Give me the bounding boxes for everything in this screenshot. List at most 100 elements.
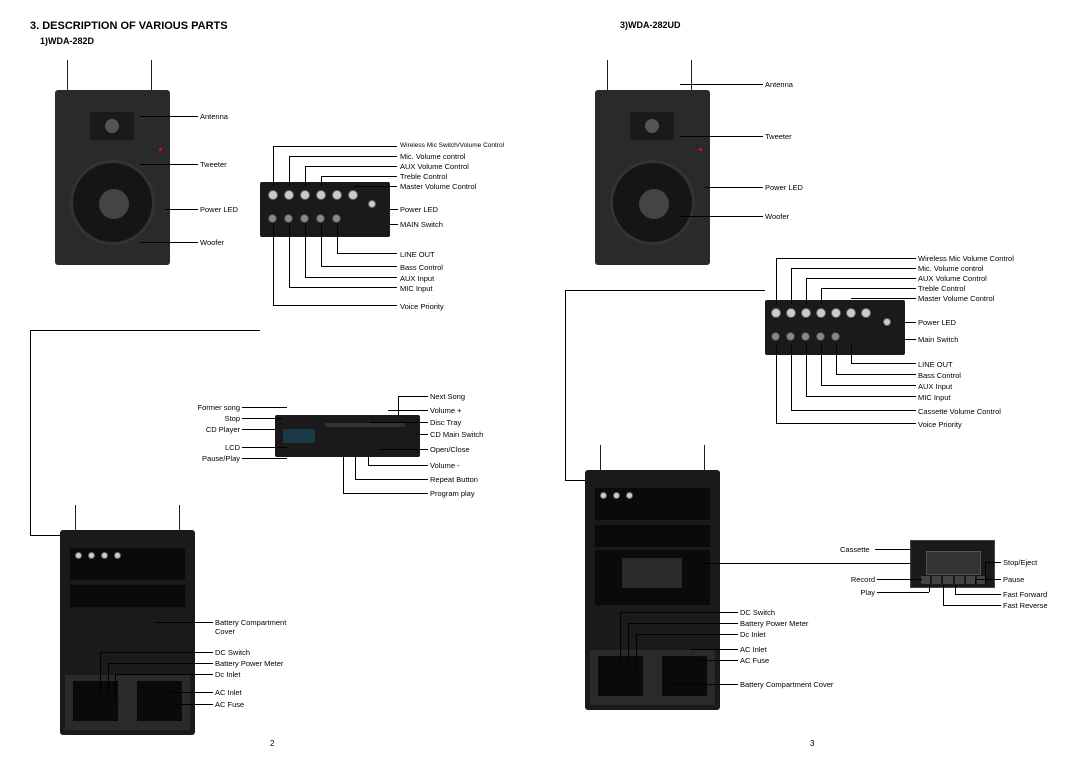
label: AC Inlet (215, 688, 242, 697)
callout-line (289, 156, 397, 157)
callout-line (337, 253, 397, 254)
led-icon (159, 148, 162, 151)
back-unit-cassette-diagram (585, 470, 720, 710)
cassette-window-icon (622, 558, 682, 588)
label: Volume - (430, 461, 460, 470)
callout-line (390, 224, 398, 225)
label: Voice Priority (918, 420, 962, 429)
callout-line (415, 434, 428, 435)
label: Program play (430, 489, 475, 498)
callout-line (305, 225, 306, 277)
label-tweeter: Tweeter (200, 160, 227, 169)
knob-icon (846, 308, 856, 318)
callout-line (115, 674, 213, 675)
callout-line (791, 268, 792, 304)
knob-icon (316, 190, 326, 200)
callout-line (370, 422, 428, 423)
antenna-icon (607, 60, 608, 90)
callout-line (115, 674, 116, 699)
label: Dc Inlet (215, 670, 240, 679)
label: Former song (185, 403, 240, 412)
label: Wireless Mic Volume Control (918, 254, 1014, 263)
callout-line (877, 579, 922, 580)
jack-icon (316, 214, 325, 223)
label-antenna: Antenna (200, 112, 228, 121)
woofer-icon (70, 160, 155, 245)
antenna-icon (704, 445, 705, 470)
callout-line (273, 146, 397, 147)
page-number: 3 (810, 739, 814, 748)
callout-line (388, 410, 428, 411)
label: Battery Compartment Cover (740, 680, 833, 689)
callout-line (305, 277, 397, 278)
connect-line (30, 330, 260, 331)
callout-line (690, 649, 738, 650)
callout-line (851, 363, 916, 364)
jack-icon (771, 332, 780, 341)
knob-icon (816, 308, 826, 318)
label: Dc Inlet (740, 630, 765, 639)
jack-icon (300, 214, 309, 223)
callout-line (670, 684, 738, 685)
callout-line (355, 479, 428, 480)
label: Pause/Play (185, 454, 240, 463)
callout-line (273, 146, 274, 186)
disc-tray-icon (325, 423, 405, 427)
label: Open/Close (430, 445, 470, 454)
label: Cover (215, 627, 235, 636)
label: Treble Control (918, 284, 965, 293)
callout-line (321, 266, 397, 267)
label: Cassette (840, 545, 870, 554)
callout-line (242, 407, 287, 408)
label: Stop/Eject (1003, 558, 1037, 567)
knob-icon (771, 308, 781, 318)
tweeter-icon (90, 112, 134, 140)
connect-line (565, 290, 765, 291)
callout-line (905, 322, 916, 323)
label: Tweeter (765, 132, 792, 141)
callout-line (273, 305, 397, 306)
knob-icon (600, 492, 607, 499)
antenna-icon (67, 60, 68, 90)
callout-line (975, 579, 976, 585)
back-cd-icon (70, 585, 185, 607)
label: DC Switch (215, 648, 250, 657)
cassette-window-icon (926, 551, 981, 575)
knob-icon (284, 190, 294, 200)
callout-line (390, 209, 398, 210)
callout-line (398, 396, 399, 416)
knob-icon (613, 492, 620, 499)
callout-line (806, 345, 807, 396)
callout-line (628, 623, 738, 624)
label-power-led: Power LED (200, 205, 238, 214)
callout-line (680, 216, 763, 217)
callout-line (242, 447, 287, 448)
label: AC Fuse (215, 700, 244, 709)
antenna-icon (151, 60, 152, 90)
callout-line (289, 156, 290, 186)
label: Stop (185, 414, 240, 423)
callout-line (680, 84, 763, 85)
slot-icon (137, 681, 182, 721)
cassette-deck-icon (595, 550, 710, 605)
button-icon (932, 576, 941, 584)
connect-line (565, 290, 566, 480)
callout-line (836, 345, 837, 374)
callout-line (242, 429, 275, 430)
label: Cassette Volume Control (918, 407, 1001, 416)
label: Power LED (400, 205, 438, 214)
slot-icon (662, 656, 707, 696)
callout-line (821, 345, 822, 385)
callout-line (877, 592, 929, 593)
back-plate-icon (590, 650, 715, 705)
label: Fast Reverse (1003, 601, 1048, 610)
callout-line (636, 634, 738, 635)
callout-line (628, 623, 629, 665)
label: LINE OUT (918, 360, 953, 369)
label: Voice Priority (400, 302, 444, 311)
jack-icon (831, 332, 840, 341)
callout-line (620, 612, 621, 662)
callout-line (806, 278, 807, 304)
callout-line (705, 187, 763, 188)
label: MAIN Switch (400, 220, 443, 229)
